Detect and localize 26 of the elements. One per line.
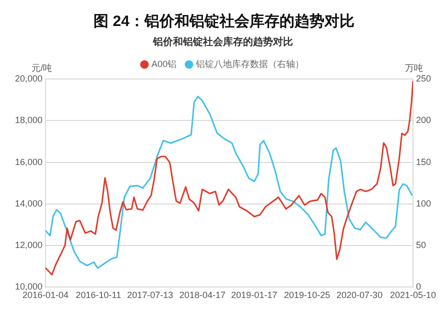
legend-label: 铝锭八地库存数据（右轴）: [195, 58, 304, 69]
y-tick-label: 14,000: [14, 198, 43, 208]
y-tick-label: 10,000: [14, 282, 43, 292]
x-tick-label: 2017-07-13: [127, 290, 174, 300]
x-tick-label: 2018-04-17: [179, 290, 226, 300]
y2-tick-label: 0: [416, 282, 421, 292]
y-tick-label: 16,000: [14, 156, 43, 167]
y-axis-title: 元/吨: [32, 62, 52, 73]
y-tick-label: 12,000: [14, 240, 43, 250]
y-tick-label: 18,000: [14, 115, 43, 126]
x-tick-label: 2016-01-04: [22, 290, 69, 300]
chart-subtitle: 铝价和铝锭社会库存的趋势对比: [152, 36, 293, 48]
y2-tick-label: 50: [416, 240, 426, 250]
y2-axis-title: 万吨: [404, 62, 423, 73]
y2-tick-label: 200: [416, 115, 432, 126]
y2-tick-label: 100: [416, 198, 432, 208]
legend-label: A00铝: [151, 58, 177, 69]
chart-title: 图 24：铝价和铝锭社会库存的趋势对比: [92, 12, 356, 32]
y2-tick-label: 250: [416, 73, 432, 84]
y-tick-label: 20,000: [14, 73, 43, 84]
x-tick-label: 2021-05-10: [390, 290, 436, 300]
x-tick-label: 2019-10-25: [284, 290, 330, 300]
x-tick-label: 2019-01-17: [231, 290, 278, 300]
x-tick-label: 2016-10-11: [76, 290, 122, 300]
y2-tick-label: 150: [416, 156, 432, 167]
x-tick-label: 2020-07-30: [336, 290, 383, 300]
